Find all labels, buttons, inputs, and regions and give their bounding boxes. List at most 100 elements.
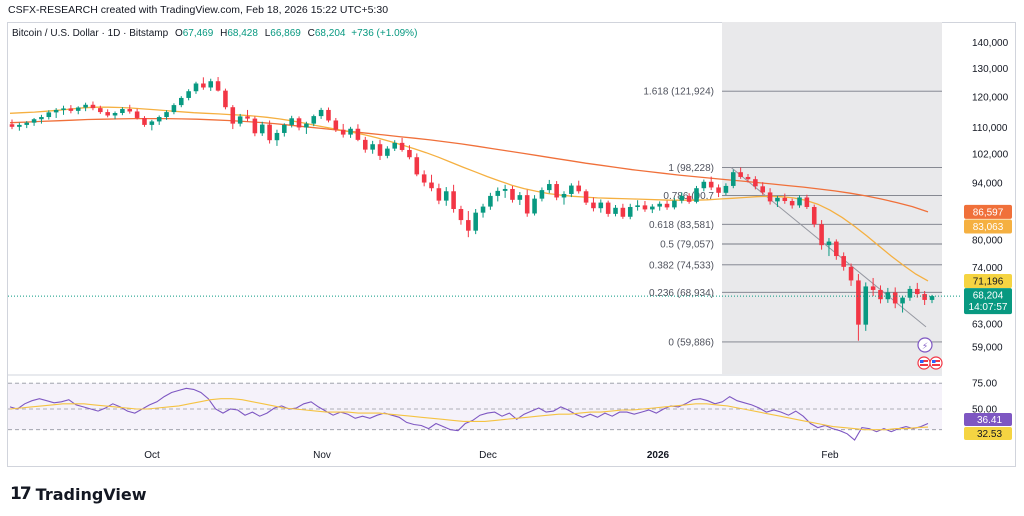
candle[interactable] [672,197,677,210]
candle[interactable] [377,139,383,161]
candle[interactable] [480,203,486,218]
candle[interactable] [642,201,648,212]
candle[interactable] [112,111,118,120]
candle[interactable] [68,105,74,114]
candle[interactable] [466,211,471,238]
candle[interactable] [664,200,670,210]
candle[interactable] [708,176,714,191]
candle[interactable] [267,120,272,144]
candle[interactable] [458,205,464,225]
tradingview-logo[interactable]: 17 TradingView [10,484,147,504]
candle[interactable] [701,179,707,192]
candle[interactable] [863,282,869,331]
candle[interactable] [569,183,574,198]
candle[interactable] [105,109,110,118]
candle[interactable] [186,89,191,101]
candle[interactable] [502,184,508,198]
candle[interactable] [598,199,604,213]
candle[interactable] [694,185,699,204]
candle[interactable] [311,114,317,127]
candle[interactable] [834,239,839,260]
candle[interactable] [856,274,861,341]
candle[interactable] [333,117,339,132]
candle[interactable] [819,220,824,250]
candle[interactable] [576,180,582,194]
candle[interactable] [259,121,265,136]
candle[interactable] [326,107,331,123]
candle[interactable] [407,145,412,160]
candle[interactable] [627,203,633,220]
candle[interactable] [230,105,236,130]
candle[interactable] [848,263,854,286]
candle[interactable] [289,115,294,128]
candle[interactable] [142,116,147,127]
us-flag-event-icon[interactable] [917,356,931,370]
price-badge[interactable]: 71,196 [964,273,1012,288]
candle[interactable] [201,77,206,90]
candle[interactable] [804,194,810,210]
candle[interactable] [517,192,523,205]
candle[interactable] [304,121,309,134]
candle[interactable] [237,113,243,127]
candle[interactable] [892,287,898,309]
candle[interactable] [46,110,52,120]
candle[interactable] [83,102,88,112]
candle[interactable] [914,282,920,298]
candle[interactable] [583,189,589,205]
candle[interactable] [53,108,59,118]
candle[interactable] [907,285,913,301]
candle[interactable] [370,140,375,154]
candle[interactable] [98,105,103,114]
candle[interactable] [436,183,442,205]
candle[interactable] [620,203,626,219]
candle[interactable] [149,119,155,131]
candle[interactable] [650,204,655,214]
candle[interactable] [421,170,427,187]
candle[interactable] [510,185,515,203]
candle[interactable] [385,146,390,159]
candle[interactable] [495,187,501,202]
candle[interactable] [546,179,552,194]
candle[interactable] [282,123,287,137]
candle[interactable] [716,184,721,198]
candle[interactable] [443,187,449,206]
candle[interactable] [524,189,530,217]
rsi-value-badge[interactable]: 36.41 [964,413,1012,426]
price-badge[interactable]: 83,063 [964,219,1012,234]
candle[interactable] [686,193,692,204]
candle[interactable] [613,204,618,217]
candle[interactable] [318,107,324,119]
candle[interactable] [738,167,743,179]
candle[interactable] [797,195,802,208]
price-badge[interactable]: 86,597 [964,204,1012,219]
symbol-name[interactable]: Bitcoin / U.S. Dollar · 1D · Bitstamp [12,28,169,39]
candle[interactable] [164,110,169,120]
candle[interactable] [811,204,817,228]
candle[interactable] [635,200,640,211]
lightning-event-icon[interactable]: ⚡ [917,337,933,353]
candle[interactable] [745,174,751,183]
us-flag-event-icon[interactable] [929,356,943,370]
candle[interactable] [274,129,280,146]
candle[interactable] [17,122,22,131]
candle[interactable] [657,201,662,211]
candle[interactable] [488,192,493,210]
candle[interactable] [826,238,832,257]
candle[interactable] [922,290,927,306]
candle[interactable] [90,101,96,111]
candle[interactable] [679,192,685,204]
candle[interactable] [767,188,773,205]
candle[interactable] [134,108,140,120]
candle[interactable] [178,96,184,108]
candle[interactable] [252,116,258,137]
candle[interactable] [605,200,611,217]
candle[interactable] [723,183,729,196]
candle[interactable] [878,285,883,304]
candle[interactable] [215,77,221,92]
candle[interactable] [362,136,368,153]
candle[interactable] [473,209,478,235]
candle[interactable] [554,181,559,201]
candle[interactable] [789,198,795,209]
